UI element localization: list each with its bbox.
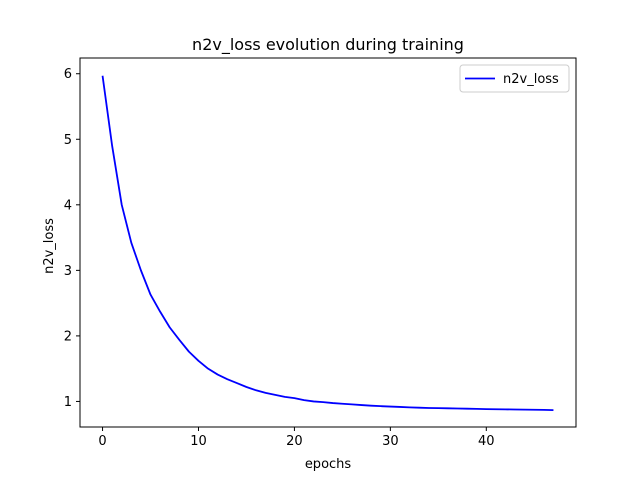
axes-frame <box>79 57 577 428</box>
x-tick-label: 10 <box>190 434 207 449</box>
y-axis-label: n2v_loss <box>42 218 57 274</box>
plot-area: 0 10 20 30 40 1 2 3 4 5 6 n2v_loss <box>64 57 577 449</box>
y-tick-label: 2 <box>64 329 72 344</box>
series-line-n2v_loss <box>101 75 554 411</box>
x-tick-label: 30 <box>382 434 399 449</box>
legend-box <box>459 64 570 93</box>
x-tick-label: 40 <box>478 434 495 449</box>
chart-title: n2v_loss evolution during training <box>192 35 464 55</box>
y-tick-label: 5 <box>64 133 72 148</box>
x-tick-label: 20 <box>286 434 303 449</box>
y-tick-label: 1 <box>64 395 72 410</box>
y-tick-label: 3 <box>64 264 72 279</box>
x-tick-label: 0 <box>98 434 106 449</box>
legend-label: n2v_loss <box>503 72 559 87</box>
x-axis-label: epochs <box>305 457 352 472</box>
y-tick-label: 4 <box>64 198 72 213</box>
y-tick-label: 6 <box>64 67 72 82</box>
